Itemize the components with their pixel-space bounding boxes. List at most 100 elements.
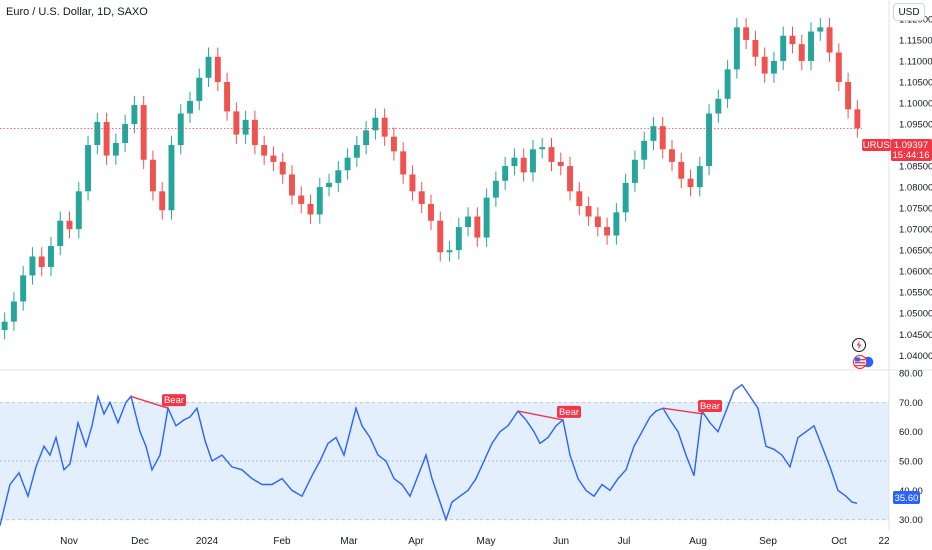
candle-body: [789, 35, 796, 45]
candle-body: [798, 44, 805, 61]
price-tick: 1.07000: [899, 225, 932, 236]
candle: [576, 182, 583, 216]
candle: [826, 18, 833, 62]
price-tick: 1.05500: [899, 288, 932, 299]
candle: [307, 194, 314, 224]
candle-body: [604, 227, 611, 236]
candle: [733, 18, 740, 79]
candle-body: [845, 81, 852, 110]
price-tag-value-box: [891, 139, 932, 161]
candle: [214, 47, 221, 92]
candle: [678, 152, 685, 188]
candle: [567, 156, 573, 201]
candle: [613, 203, 620, 245]
candle-body: [770, 60, 777, 74]
candle-body: [298, 195, 305, 204]
price-tick: 1.08000: [899, 183, 932, 194]
candle: [20, 266, 27, 311]
candle-body: [428, 203, 434, 221]
candle: [808, 22, 814, 71]
candle: [48, 236, 54, 277]
price-tick: 1.09500: [899, 120, 932, 131]
candle-body: [483, 197, 490, 238]
candle-body: [363, 130, 370, 146]
candle-body: [261, 145, 268, 156]
candle-body: [20, 275, 27, 302]
candle-body: [289, 174, 295, 196]
candle: [622, 173, 629, 222]
candle: [75, 182, 82, 239]
candle: [29, 247, 36, 285]
candle: [520, 148, 527, 182]
price-tick: 1.10000: [899, 99, 932, 110]
candle-body: [761, 56, 768, 74]
price-tag-symbol: EURUSD: [856, 140, 896, 151]
candle: [261, 135, 268, 165]
candle: [817, 18, 824, 41]
bear-label-box: [698, 400, 722, 413]
candle-body: [567, 166, 573, 192]
bear-divergence: Bear: [662, 400, 722, 415]
candle: [85, 135, 92, 201]
candle-body: [724, 69, 731, 99]
rsi-tick: 70.00: [899, 398, 923, 409]
candle-body: [715, 98, 722, 114]
candle-body: [696, 166, 703, 188]
bear-label: Bear: [700, 401, 720, 412]
candle: [187, 91, 193, 123]
candle-body: [85, 145, 92, 192]
candle-body: [826, 27, 833, 53]
candle-body: [103, 121, 110, 156]
currency-button[interactable]: USD: [893, 3, 925, 21]
candle-body: [122, 124, 129, 143]
flash-icon[interactable]: [852, 338, 866, 352]
rsi-value-box: [893, 491, 920, 504]
candle-body: [641, 140, 648, 160]
candle: [770, 51, 777, 83]
time-tick: Dec: [131, 536, 149, 547]
time-tick: Feb: [273, 536, 291, 547]
candle: [94, 112, 101, 155]
candle: [66, 211, 73, 239]
candle: [409, 165, 416, 201]
candle-body: [214, 56, 221, 82]
candle-body: [529, 149, 536, 173]
candle: [752, 30, 759, 67]
candle-body: [733, 27, 740, 70]
candle: [669, 140, 675, 172]
candle: [474, 207, 481, 247]
candle-body: [29, 256, 36, 276]
candle-body: [548, 147, 555, 162]
candle: [835, 43, 842, 92]
candle: [529, 140, 536, 182]
price-tick: 1.04500: [899, 330, 932, 341]
candle: [659, 116, 666, 159]
candle: [196, 68, 203, 111]
candle: [335, 161, 342, 193]
candle: [724, 60, 731, 109]
candle: [706, 104, 713, 176]
candle: [112, 133, 119, 165]
candle-body: [316, 187, 323, 215]
flag-eu-us-icon[interactable]: [852, 354, 875, 370]
bear-divergence: Bear: [130, 394, 186, 409]
candle: [798, 34, 805, 71]
candle-body: [38, 256, 45, 267]
candle-body: [437, 220, 444, 253]
candle: [353, 135, 360, 167]
candle-body: [270, 155, 277, 162]
time-tick: Nov: [60, 536, 78, 547]
price-tick: 1.10500: [899, 77, 932, 88]
bear-divergence-line: [130, 395, 169, 409]
candle: [687, 169, 694, 197]
candle: [428, 194, 434, 230]
candle: [159, 182, 166, 220]
candle-body: [678, 161, 685, 179]
candle: [594, 207, 601, 237]
candle: [641, 131, 648, 170]
rsi-value: 35.60: [895, 493, 919, 504]
candle-body: [576, 191, 583, 207]
price-tick: 1.06000: [899, 267, 932, 278]
candle-body: [251, 119, 258, 146]
time-tick: Mar: [340, 536, 358, 547]
